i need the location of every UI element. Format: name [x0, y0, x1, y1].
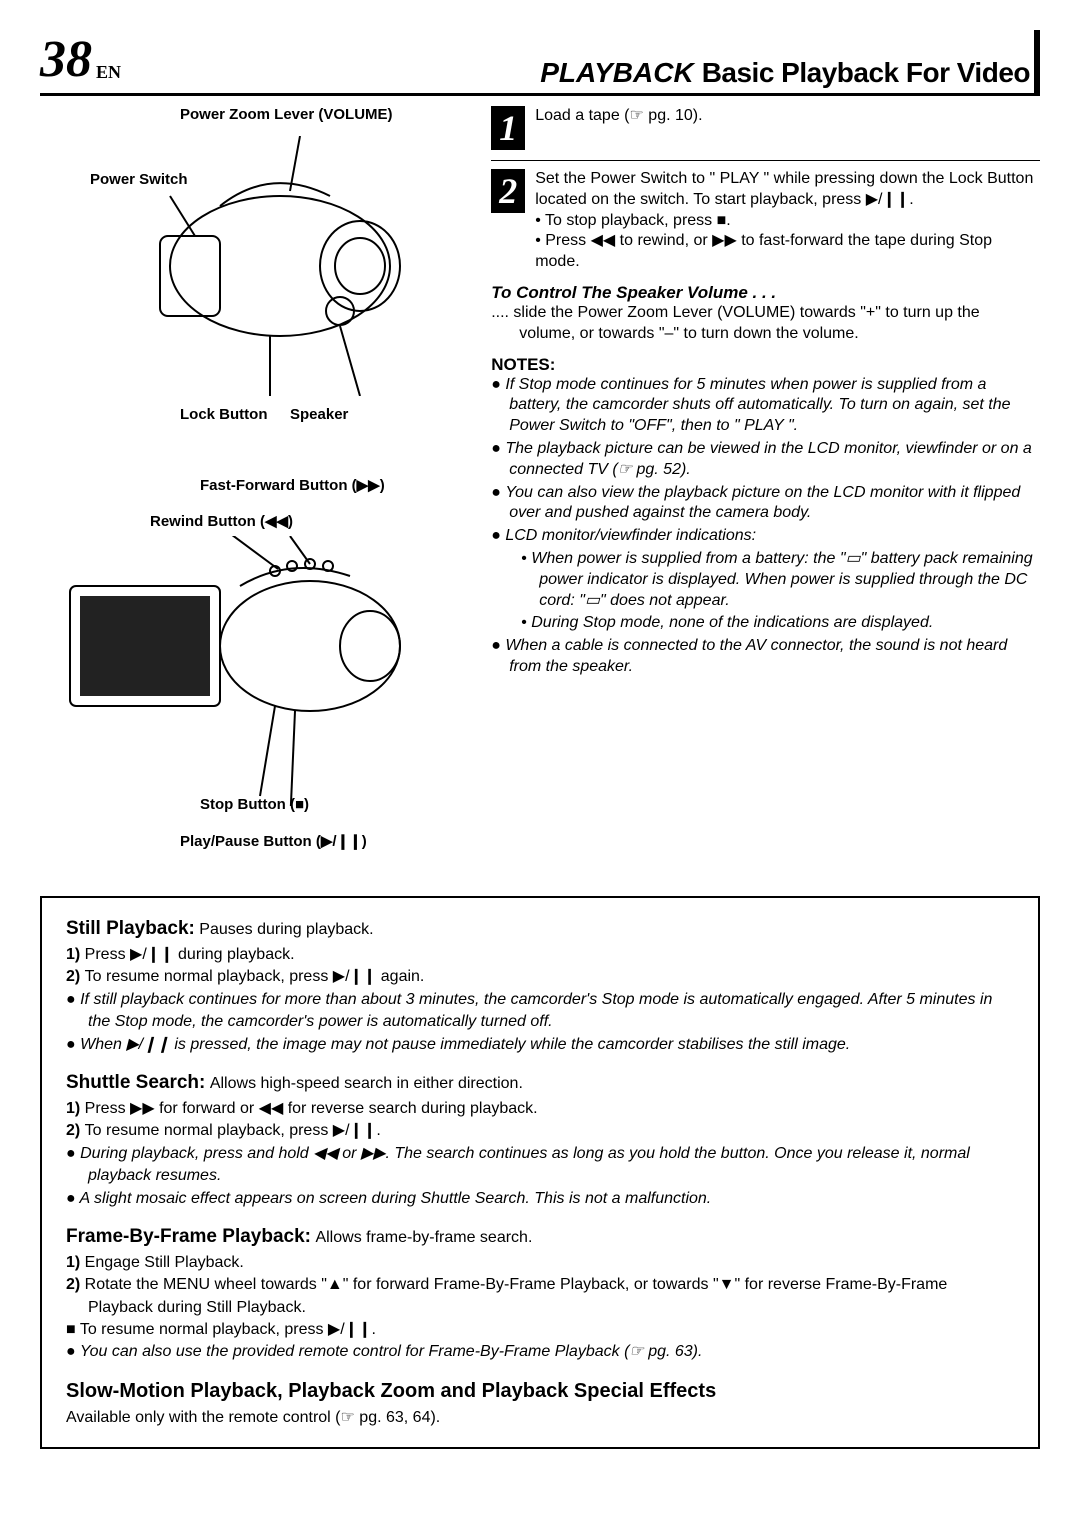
frame-desc: Allows frame-by-frame search.: [315, 1229, 532, 1246]
step-1-text: Load a tape (☞ pg. 10).: [535, 106, 702, 127]
section-title-italic: PLAYBACK: [540, 57, 693, 89]
label-zoom-lever: Power Zoom Lever (VOLUME): [180, 106, 393, 123]
slow-motion-title: Slow-Motion Playback, Playback Zoom and …: [66, 1380, 1014, 1403]
label-fast-forward: Fast-Forward Button (▶▶): [200, 476, 385, 494]
shuttle-desc: Allows high-speed search in either direc…: [210, 1075, 523, 1092]
speaker-volume-text: .... slide the Power Zoom Lever (VOLUME)…: [491, 303, 1040, 345]
frame-step-3: To resume normal playback, press ▶/❙❙.: [66, 1319, 1014, 1341]
page-number: 38 EN: [40, 30, 121, 89]
note-2: The playback picture can be viewed in th…: [491, 439, 1040, 481]
shuttle-title: Shuttle Search:: [66, 1072, 205, 1093]
step-2-number: 2: [491, 169, 525, 213]
speaker-volume-heading: To Control The Speaker Volume . . .: [491, 283, 1040, 303]
shuttle-note-1: During playback, press and hold ◀◀ or ▶▶…: [66, 1143, 1014, 1188]
still-note-1: If still playback continues for more tha…: [66, 989, 1014, 1034]
still-playback-desc: Pauses during playback.: [199, 921, 373, 938]
camcorder-top-icon: [100, 136, 420, 396]
note-5: When a cable is connected to the AV conn…: [491, 636, 1040, 678]
shuttle-note-2: A slight mosaic effect appears on screen…: [66, 1188, 1014, 1210]
note-1: If Stop mode continues for 5 minutes whe…: [491, 375, 1040, 437]
page-lang: EN: [96, 62, 121, 83]
page-number-value: 38: [40, 30, 92, 89]
still-step-1: Press ▶/❙❙ during playback.: [66, 944, 1014, 966]
note-3: You can also view the playback picture o…: [491, 483, 1040, 525]
label-lock-button: Lock Button: [180, 406, 268, 423]
still-playback-title: Still Playback:: [66, 918, 195, 939]
frame-title: Frame-By-Frame Playback:: [66, 1226, 311, 1247]
frame-note-1: You can also use the provided remote con…: [66, 1341, 1014, 1363]
note-4: LCD monitor/viewfinder indications:: [491, 526, 1040, 547]
shuttle-step-2: To resume normal playback, press ▶/❙❙.: [66, 1120, 1014, 1142]
step-2-bullet-1: To stop playback, press ■.: [535, 211, 1040, 232]
notes-sublist: When power is supplied from a battery: t…: [491, 549, 1040, 634]
note-4b: During Stop mode, none of the indication…: [521, 613, 1040, 634]
step-2-text: Set the Power Switch to " PLAY " while p…: [535, 169, 1040, 273]
notes-list-cont: When a cable is connected to the AV conn…: [491, 636, 1040, 678]
shuttle-step-1: Press ▶▶ for forward or ◀◀ for reverse s…: [66, 1098, 1014, 1120]
note-4a: When power is supplied from a battery: t…: [521, 549, 1040, 611]
playback-modes-box: Still Playback: Pauses during playback. …: [40, 896, 1040, 1449]
notes-list: If Stop mode continues for 5 minutes whe…: [491, 375, 1040, 547]
diagram-bottom: Fast-Forward Button (▶▶) Rewind Button (…: [40, 476, 471, 876]
label-speaker: Speaker: [290, 406, 348, 423]
still-step-2: To resume normal playback, press ▶/❙❙ ag…: [66, 966, 1014, 988]
label-rewind: Rewind Button (◀◀): [150, 512, 293, 530]
camcorder-open-icon: [60, 536, 420, 806]
label-play-pause: Play/Pause Button (▶/❙❙): [180, 832, 367, 850]
frame-step-1: Engage Still Playback.: [66, 1252, 1014, 1274]
step-1-number: 1: [491, 106, 525, 150]
notes-heading: NOTES:: [491, 355, 1040, 375]
still-note-2: When ▶/❙❙ is pressed, the image may not …: [66, 1034, 1014, 1056]
slow-motion-text: Available only with the remote control (…: [66, 1407, 1014, 1427]
diagram-top: Power Zoom Lever (VOLUME) Power Switch L…: [40, 106, 471, 466]
section-title-rest: Basic Playback For Video: [702, 57, 1030, 89]
page-title: PLAYBACK Basic Playback For Video: [540, 57, 1030, 89]
frame-step-2: Rotate the MENU wheel towards "▲" for fo…: [66, 1274, 1014, 1319]
step-2-main: Set the Power Switch to " PLAY " while p…: [535, 170, 1033, 208]
step-2-bullet-2: Press ◀◀ to rewind, or ▶▶ to fast-forwar…: [535, 231, 1040, 273]
